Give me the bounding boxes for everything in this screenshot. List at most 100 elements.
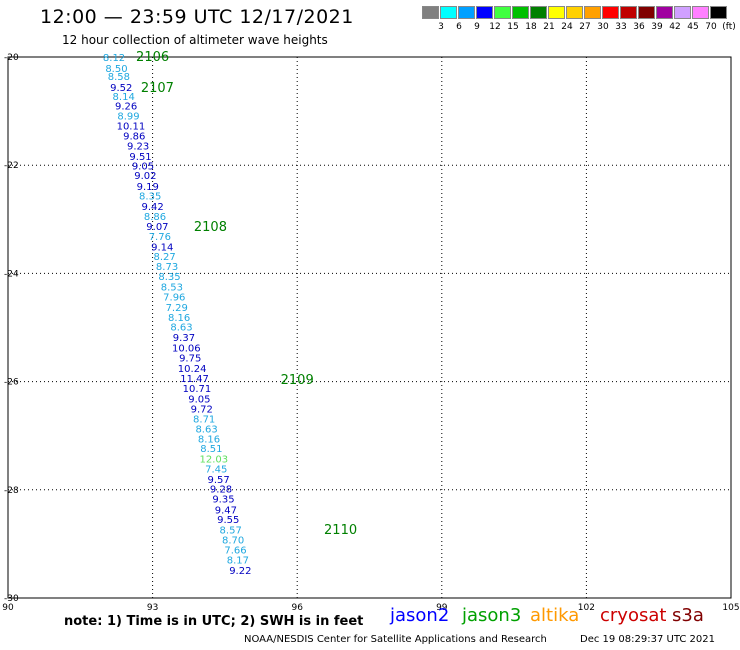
colorbar-swatch: [494, 6, 511, 19]
wave-height-point: 8.16: [168, 313, 190, 324]
satellite-jason3-label: jason3: [462, 605, 522, 626]
colorbar-label: 45: [687, 22, 699, 32]
wave-height-point: 11.47: [180, 374, 209, 385]
wave-height-point: 8.14: [113, 92, 135, 103]
colorbar-label: 15: [507, 22, 519, 32]
wave-height-point: 7.45: [205, 465, 227, 476]
wave-height-point: 9.72: [191, 405, 213, 416]
longitude-label: 105: [722, 603, 739, 613]
wave-height-point: 10.71: [183, 384, 212, 395]
colorbar-label: (ft): [722, 22, 736, 32]
latitude-label: -20: [4, 53, 19, 63]
wave-height-point: 9.02: [134, 171, 156, 182]
generation-timestamp: Dec 19 08:29:37 UTC 2021: [580, 634, 715, 645]
colorbar-swatch: [530, 6, 547, 19]
wave-height-point: 9.14: [151, 242, 173, 253]
colorbar-swatch: [458, 6, 475, 19]
satellite-altika-label: altika: [530, 605, 580, 626]
colorbar-swatch: [584, 6, 601, 19]
wave-height-point: 9.26: [115, 102, 137, 113]
wave-height-point: 8.53: [161, 282, 183, 293]
colorbar-label: 70: [705, 22, 717, 32]
colorbar-swatch: [566, 6, 583, 19]
colorbar-swatch: [710, 6, 727, 19]
colorbar-swatch: [692, 6, 709, 19]
colorbar-swatch: [440, 6, 457, 19]
colorbar-swatch: [548, 6, 565, 19]
wave-height-point: 9.07: [146, 222, 168, 233]
map-subtitle: 12 hour collection of altimeter wave hei…: [62, 33, 328, 47]
colorbar-label: 6: [456, 22, 462, 32]
wave-height-point: 9.22: [229, 566, 251, 577]
colorbar-swatch: [620, 6, 637, 19]
wave-height-point: 9.23: [127, 142, 149, 153]
latitude-label: -22: [4, 161, 19, 171]
wave-height-point: 8.27: [154, 252, 176, 263]
wave-height-point: 10.24: [178, 364, 207, 375]
wave-height-point: 10.06: [172, 344, 201, 355]
colorbar-label: 12: [489, 22, 501, 32]
wave-height-point: 9.35: [212, 494, 234, 505]
wave-height-point: 9.05: [188, 394, 210, 405]
wave-height-point: 7.66: [224, 545, 246, 556]
wave-height-point: 8.70: [222, 536, 244, 547]
wave-height-point: 8.50: [105, 64, 127, 75]
colorbar-swatch: [602, 6, 619, 19]
wave-height-point: 8.17: [227, 556, 249, 567]
pass-time-label: 2108: [194, 220, 227, 235]
wave-height-point: 9.05: [132, 162, 154, 173]
satellite-jason2-label: jason2: [390, 605, 450, 626]
wave-height-point: 9.42: [141, 202, 163, 213]
wave-height-point: 8.99: [117, 111, 139, 122]
wave-height-point: 9.19: [137, 182, 159, 193]
wave-height-point: 9.52: [110, 83, 132, 94]
colorbar-label: 18: [525, 22, 537, 32]
wave-height-point: 8.35: [158, 272, 180, 283]
colorbar-swatch: [656, 6, 673, 19]
pass-time-label: 2109: [281, 373, 314, 388]
latitude-label: -30: [4, 594, 19, 604]
colorbar-swatch: [512, 6, 529, 19]
colorbar-label: 39: [651, 22, 663, 32]
colorbar-label: 33: [615, 22, 627, 32]
footer-note: note: 1) Time is in UTC; 2) SWH is in fe…: [64, 614, 364, 629]
colorbar-label: 9: [474, 22, 480, 32]
wave-height-point: 9.51: [129, 152, 151, 163]
longitude-label: 93: [147, 603, 158, 613]
wave-height-point: 8.51: [200, 444, 222, 455]
latitude-label: -24: [4, 269, 19, 279]
wave-height-point: 9.28: [210, 485, 232, 496]
wave-height-point: 8.71: [193, 414, 215, 425]
wave-height-point: 9.37: [173, 333, 195, 344]
wave-height-point: 10.11: [117, 122, 146, 133]
latitude-label: -26: [4, 378, 19, 388]
satellite-s3a-label: s3a: [672, 605, 704, 626]
colorbar-label: 42: [669, 22, 681, 32]
colorbar-label: 36: [633, 22, 645, 32]
colorbar-label: 21: [543, 22, 555, 32]
longitude-label: 102: [578, 603, 595, 613]
longitude-label: 96: [291, 603, 303, 613]
colorbar-swatch: [422, 6, 439, 19]
wave-height-point: 8.86: [144, 212, 166, 223]
map-frame: [7, 56, 732, 599]
latitude-label: -28: [4, 486, 19, 496]
wave-height-point: 9.55: [217, 515, 239, 526]
wave-height-point: 8.73: [156, 262, 178, 273]
credit-text: NOAA/NESDIS Center for Satellite Applica…: [244, 634, 547, 645]
colorbar-swatch: [638, 6, 655, 19]
pass-time-label: 2110: [324, 523, 357, 538]
wave-height-point: 7.76: [149, 232, 171, 243]
longitude-label: 90: [2, 603, 14, 613]
colorbar-label: 30: [597, 22, 609, 32]
pass-time-label: 2107: [141, 81, 174, 96]
wave-height-point: 8.57: [220, 525, 242, 536]
longitude-label: 99: [436, 603, 448, 613]
wave-height-point: 8.16: [198, 434, 220, 445]
wave-height-point: 8.58: [108, 72, 130, 83]
wave-height-point: 9.86: [123, 131, 145, 142]
wave-height-point: 8.63: [195, 425, 217, 436]
pass-time-label: 2106: [136, 50, 169, 65]
map-title: 12:00 — 23:59 UTC 12/17/2021: [40, 6, 354, 28]
